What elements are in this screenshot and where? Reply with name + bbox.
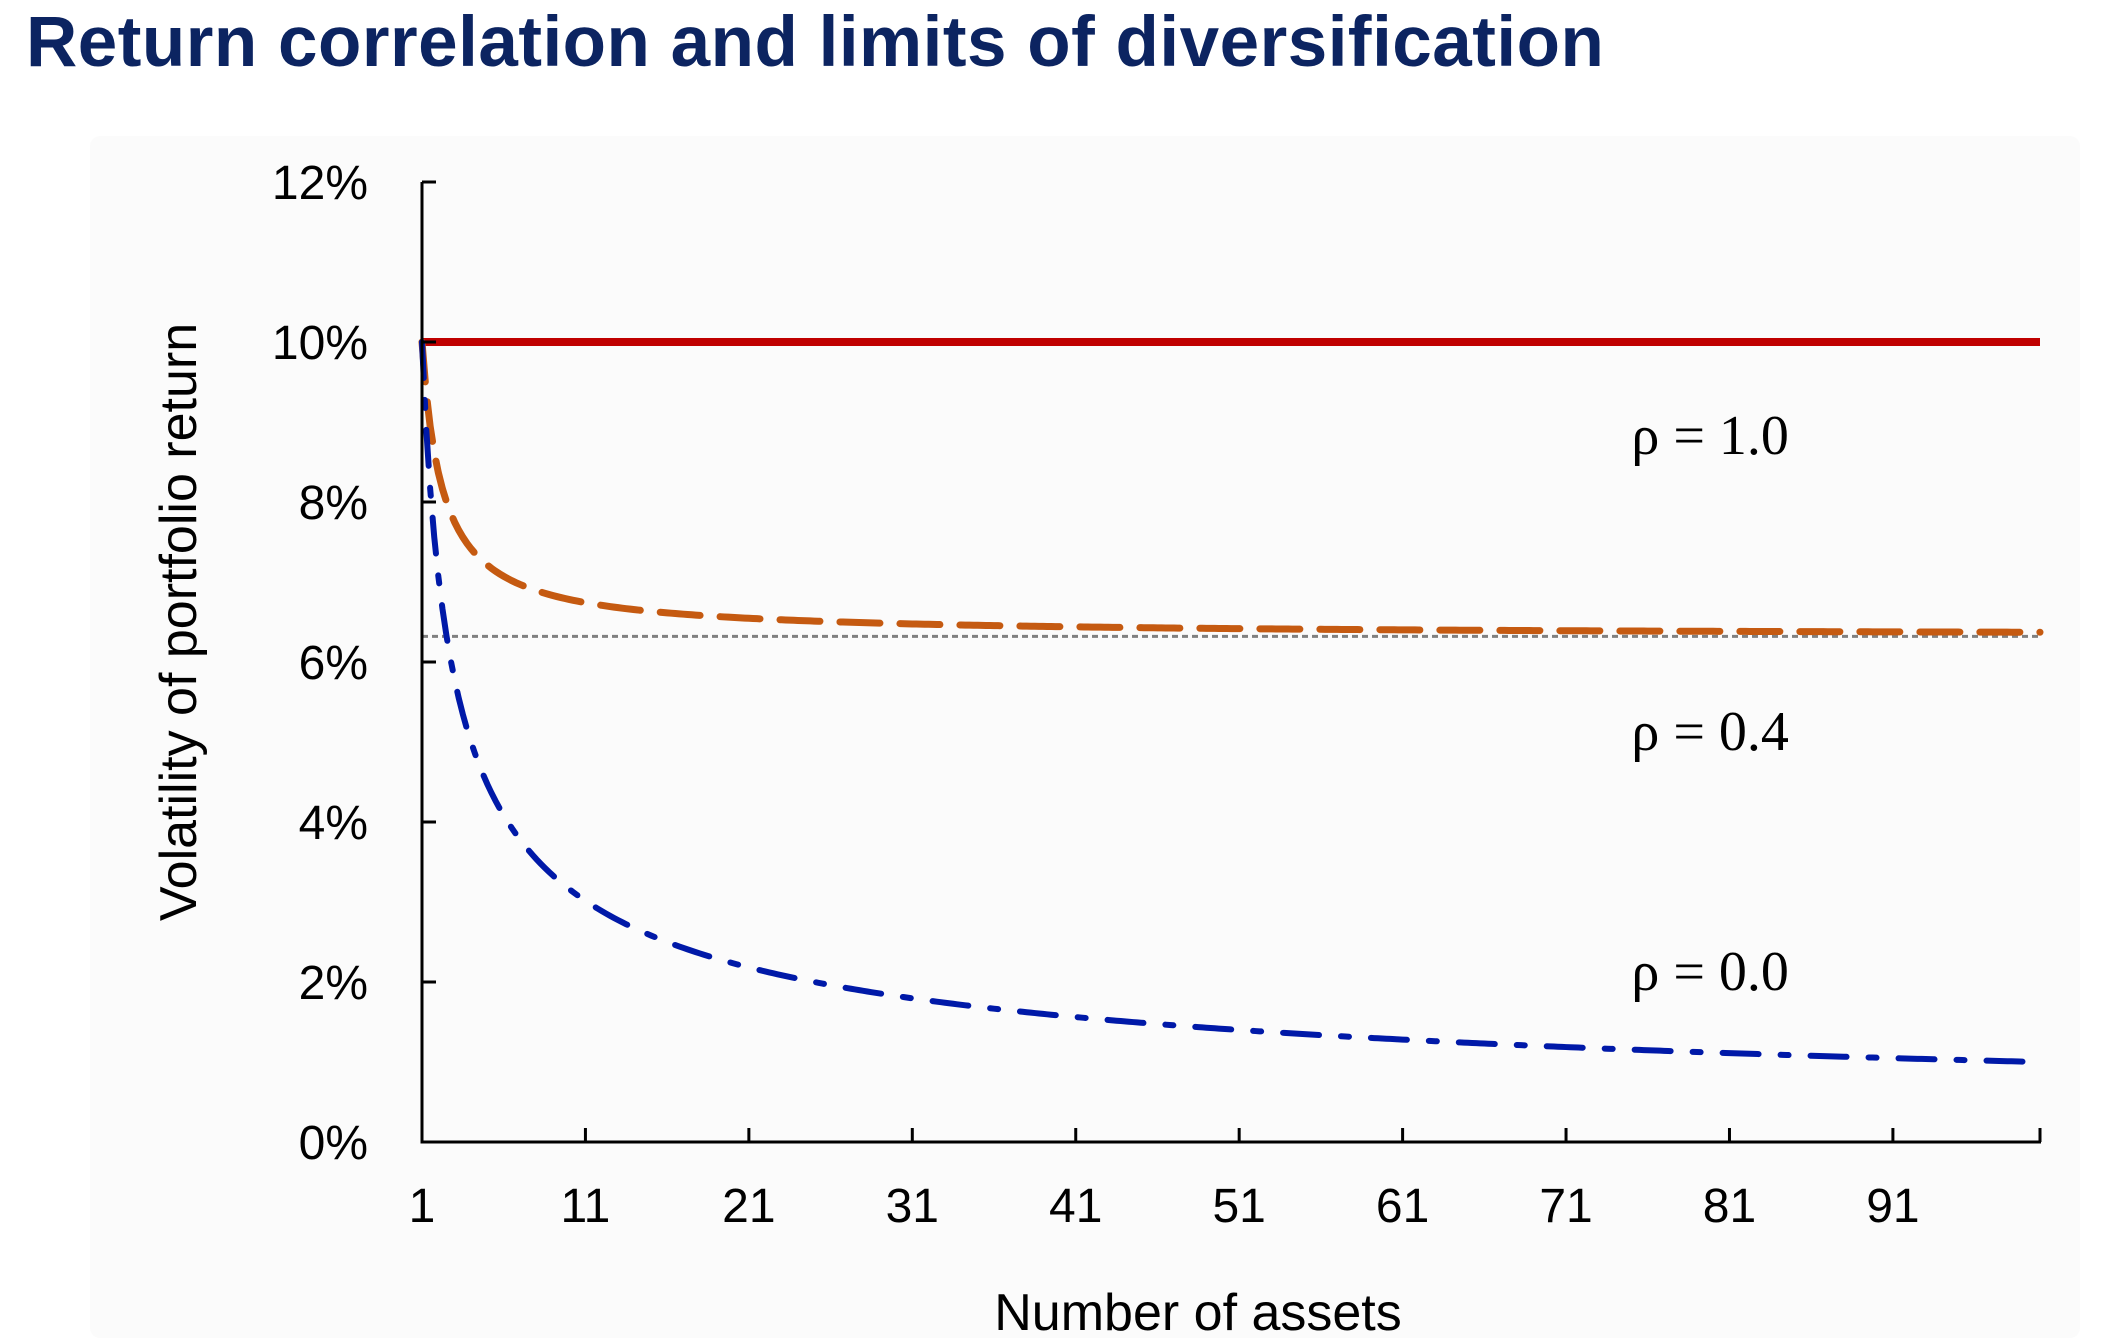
series-label-rho-1: ρ = 1.0 xyxy=(1631,405,1789,467)
x-axis-title: Number of assets xyxy=(994,1284,1402,1338)
page-title: Return correlation and limits of diversi… xyxy=(26,3,1605,82)
x-tick-label: 81 xyxy=(1703,1180,1756,1233)
labels-layer: ρ = 1.0ρ = 0.4ρ = 0.00%2%4%6%8%10%12%1 11… xyxy=(150,157,1920,1338)
y-tick-label: 6% xyxy=(299,637,368,690)
y-tick-label: 12% xyxy=(272,157,368,210)
x-tick-label: 41 xyxy=(1049,1180,1102,1233)
x-tick-label: 21 xyxy=(722,1180,775,1233)
y-tick-label: 10% xyxy=(272,317,368,370)
x-tick-label: 11 xyxy=(561,1180,611,1233)
x-tick-label: 1 xyxy=(409,1180,436,1233)
y-tick-label: 8% xyxy=(299,477,368,530)
x-tick-label: 71 xyxy=(1539,1180,1592,1233)
series-line-rho-0 xyxy=(419,339,2043,1065)
x-tick-label: 31 xyxy=(886,1180,939,1233)
y-tick-label: 0% xyxy=(299,1117,368,1170)
x-tick-label: 61 xyxy=(1376,1180,1429,1233)
y-axis-title: Volatility of portfolio return xyxy=(150,323,208,921)
series-label-rho-0-4: ρ = 0.4 xyxy=(1631,701,1789,763)
x-tick-label: 91 xyxy=(1866,1180,1919,1233)
series-line-rho-0-4 xyxy=(418,338,2044,636)
y-tick-label: 4% xyxy=(299,797,368,850)
axes-layer xyxy=(420,180,2042,1144)
series-label-rho-0: ρ = 0.0 xyxy=(1631,941,1789,1003)
series-layer xyxy=(418,338,2044,1065)
x-tick-label: 51 xyxy=(1212,1180,1265,1233)
y-tick-label: 2% xyxy=(299,957,368,1010)
